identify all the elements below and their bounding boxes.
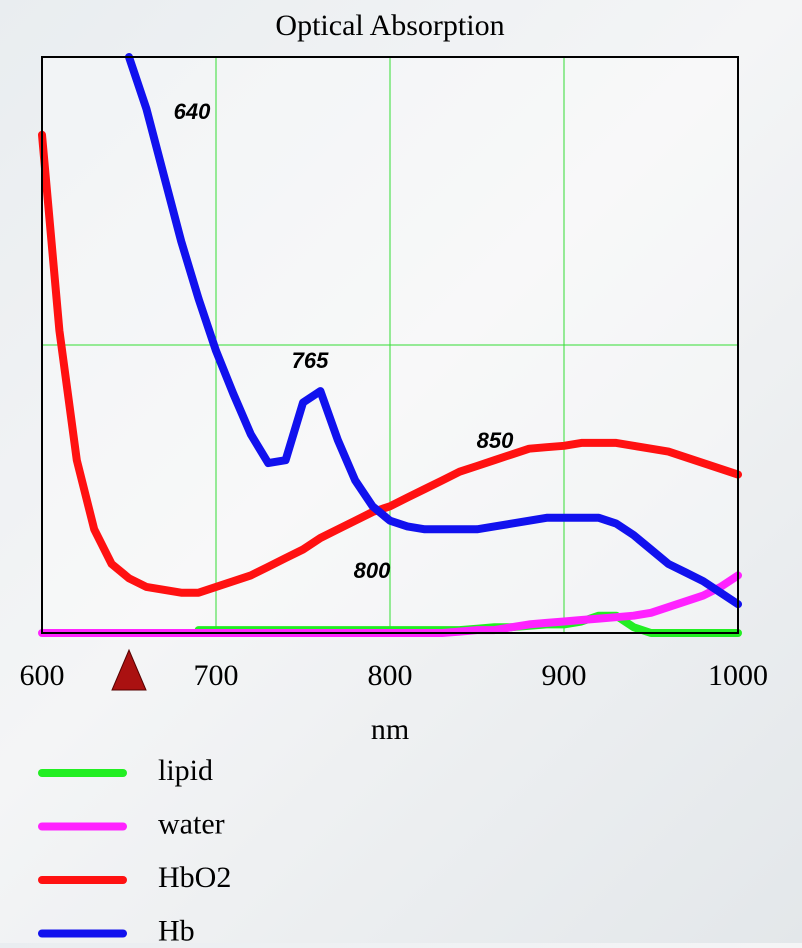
x-tick-label: 900: [542, 659, 587, 692]
x-tick-label: 700: [194, 659, 239, 692]
annotation: 640: [174, 99, 211, 124]
page: {"chart_data": { "type": "line", "title"…: [0, 0, 802, 943]
x-tick-label: 800: [368, 659, 413, 692]
x-tick-label: 1000: [708, 659, 768, 692]
annotation: 850: [477, 428, 514, 453]
marker-triangle: [112, 650, 146, 690]
annotation: 765: [292, 348, 329, 373]
x-tick-label: 600: [20, 659, 65, 692]
legend-label: Hb: [158, 914, 195, 943]
annotation: 800: [354, 558, 391, 583]
chart: Optical Absorption nm 600 700 800 900 1000 64…: [0, 0, 802, 943]
x-axis-label: nm: [371, 713, 409, 746]
legend-label: water: [158, 807, 225, 840]
chart-title: Optical Absorption: [275, 9, 504, 42]
legend-label: HbO2: [158, 861, 231, 894]
legend-label: lipid: [158, 754, 213, 787]
